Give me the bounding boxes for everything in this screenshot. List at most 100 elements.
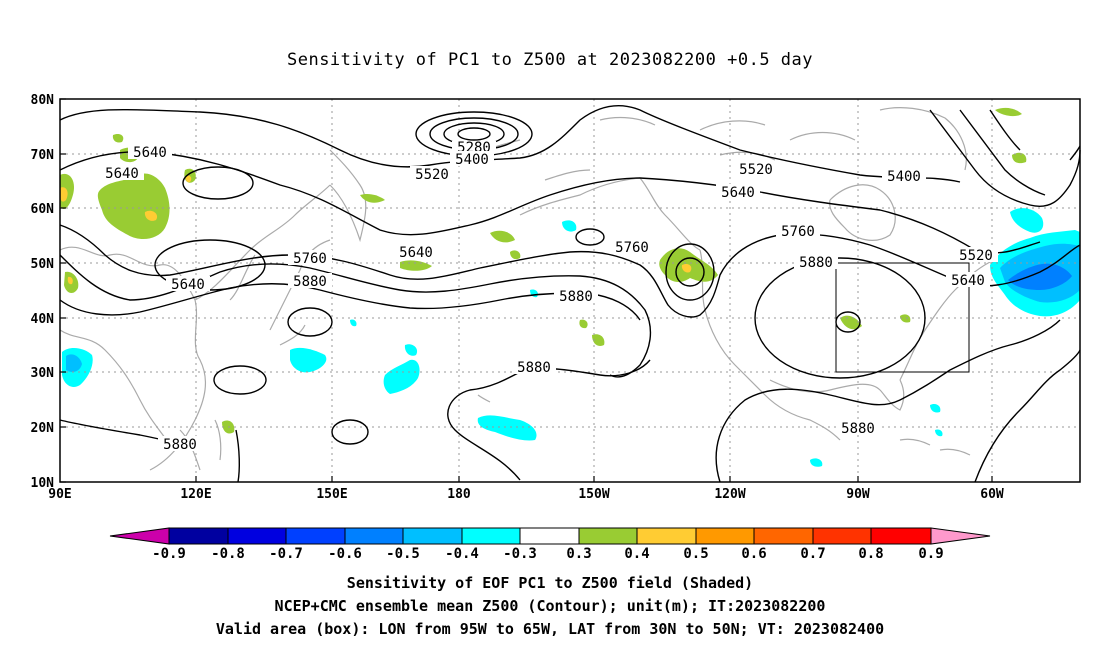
colorbar-label: -0.3: [503, 546, 537, 562]
colorbar-label: -0.6: [328, 546, 362, 562]
colorbar-labels: -0.9 -0.8 -0.7 -0.6 -0.5 -0.4 -0.3 0.3 0…: [152, 546, 944, 562]
colorbar-label: -0.9: [152, 546, 186, 562]
contour-label: 5520: [734, 161, 778, 178]
colorbar-cell: [168, 527, 229, 545]
contour-label: 5880: [794, 254, 838, 271]
colorbar: -0.9 -0.8 -0.7 -0.6 -0.5 -0.4 -0.3 0.3 0…: [109, 527, 991, 562]
colorbar-label: -0.5: [386, 546, 420, 562]
colorbar-label: 0.4: [624, 546, 649, 562]
contour-label: 5640: [394, 244, 438, 261]
contour-label: 5640: [716, 184, 760, 201]
contour-label: 5520: [410, 166, 454, 183]
lat-label: 70N: [31, 148, 55, 163]
contour-label: 5760: [776, 223, 820, 240]
colorbar-cell: [285, 527, 346, 545]
contour-label-text: 5520: [959, 248, 993, 264]
contour-label-text: 5880: [517, 360, 551, 376]
contour-label: 5640: [166, 276, 210, 293]
contour-label-text: 5400: [455, 152, 489, 168]
lat-label: 60N: [31, 202, 55, 217]
lon-label: 60W: [980, 487, 1004, 502]
colorbar-cell: [519, 527, 580, 545]
orange-shading: [60, 175, 692, 285]
contour-label-text: 5640: [951, 273, 985, 289]
contour-label-text: 5880: [799, 255, 833, 271]
colorbar-low-arrow: [109, 527, 170, 545]
contour-label-text: 5640: [105, 166, 139, 182]
contour-label: 5880: [512, 359, 556, 376]
lon-label: 90E: [48, 487, 71, 502]
contour-label: 5640: [128, 144, 172, 161]
lon-label: 150W: [578, 487, 609, 502]
lat-label: 10N: [31, 476, 55, 491]
contour-label-text: 5880: [559, 289, 593, 305]
contour-label: 5760: [610, 239, 654, 256]
lon-label: 120W: [714, 487, 745, 502]
colorbar-cell: [870, 527, 932, 545]
colorbar-label: 0.9: [918, 546, 943, 562]
contour-label-text: 5880: [163, 437, 197, 453]
contour-label: 5640: [100, 165, 144, 182]
colorbar-label: 0.6: [741, 546, 766, 562]
colorbar-high-arrow: [930, 527, 991, 545]
contour-label-text: 5520: [415, 167, 449, 183]
contour-label-text: 5880: [293, 274, 327, 290]
colorbar-cell: [753, 527, 814, 545]
caption-line-valid-area: Valid area (box): LON from 95W to 65W, L…: [215, 620, 885, 638]
colorbar-label: -0.8: [211, 546, 245, 562]
contour-label: 5760: [288, 250, 332, 267]
axis-ticks: [60, 98, 993, 483]
caption-line-shading: Sensitivity of EOF PC1 to Z500 field (Sh…: [346, 574, 754, 592]
valid-area-box: [835, 262, 970, 373]
lon-label: 150E: [316, 487, 347, 502]
contour-label: 5880: [554, 288, 598, 305]
lat-label: 30N: [31, 366, 55, 381]
caption-line-contour: NCEP+CMC ensemble mean Z500 (Contour); u…: [274, 597, 826, 615]
contour-label: 5400: [882, 168, 926, 185]
lon-label: 120E: [180, 487, 211, 502]
colorbar-label: 0.8: [858, 546, 883, 562]
colorbar-label: 0.3: [566, 546, 591, 562]
lat-label: 80N: [31, 93, 55, 108]
contour-label-group: 5640 5640 5280 5400 5520 5520 5400 5640 …: [100, 140, 998, 453]
colorbar-label: -0.4: [445, 546, 479, 562]
colorbar-cells: [168, 527, 932, 545]
contour-label-text: 5880: [841, 421, 875, 437]
contour-label-text: 5400: [887, 169, 921, 185]
contour-label: 5520: [954, 247, 998, 264]
lat-label: 40N: [31, 312, 55, 327]
contour-label: 5880: [158, 436, 202, 453]
colorbar-label: -0.7: [269, 546, 303, 562]
z500-contours: [59, 105, 1081, 483]
colorbar-cell: [812, 527, 872, 545]
contour-label-text: 5640: [721, 185, 755, 201]
figure-title: Sensitivity of PC1 to Z500 at 2023082200…: [286, 50, 813, 70]
blue-shading: [1008, 263, 1072, 290]
colorbar-cell: [636, 527, 697, 545]
colorbar-cell: [344, 527, 404, 545]
contour-label-text: 5640: [399, 245, 433, 261]
contour-label-text: 5520: [739, 162, 773, 178]
colorbar-label: 0.5: [683, 546, 708, 562]
contour-label: 5400: [450, 151, 494, 168]
colorbar-cell: [461, 527, 521, 545]
sensitivity-shading: [60, 107, 1080, 467]
colorbar-cell: [695, 527, 755, 545]
colorbar-label: 0.7: [800, 546, 825, 562]
colorbar-cell: [227, 527, 287, 545]
contour-label: 5640: [946, 272, 990, 289]
lon-axis-labels: 90E 120E 150E 180 150W 120W 90W 60W: [48, 487, 1004, 502]
contour-label-text: 5640: [171, 277, 205, 293]
lat-label: 50N: [31, 257, 55, 272]
lon-label: 90W: [846, 487, 870, 502]
contour-label-text: 5760: [781, 224, 815, 240]
lat-label: 20N: [31, 421, 55, 436]
contour-label: 5880: [288, 273, 332, 290]
colorbar-cell: [578, 527, 638, 545]
contour-label-text: 5760: [293, 251, 327, 267]
colorbar-cell: [402, 527, 463, 545]
contour-label: 5880: [836, 420, 880, 437]
contour-label-text: 5640: [133, 145, 167, 161]
lon-label: 180: [447, 487, 471, 502]
